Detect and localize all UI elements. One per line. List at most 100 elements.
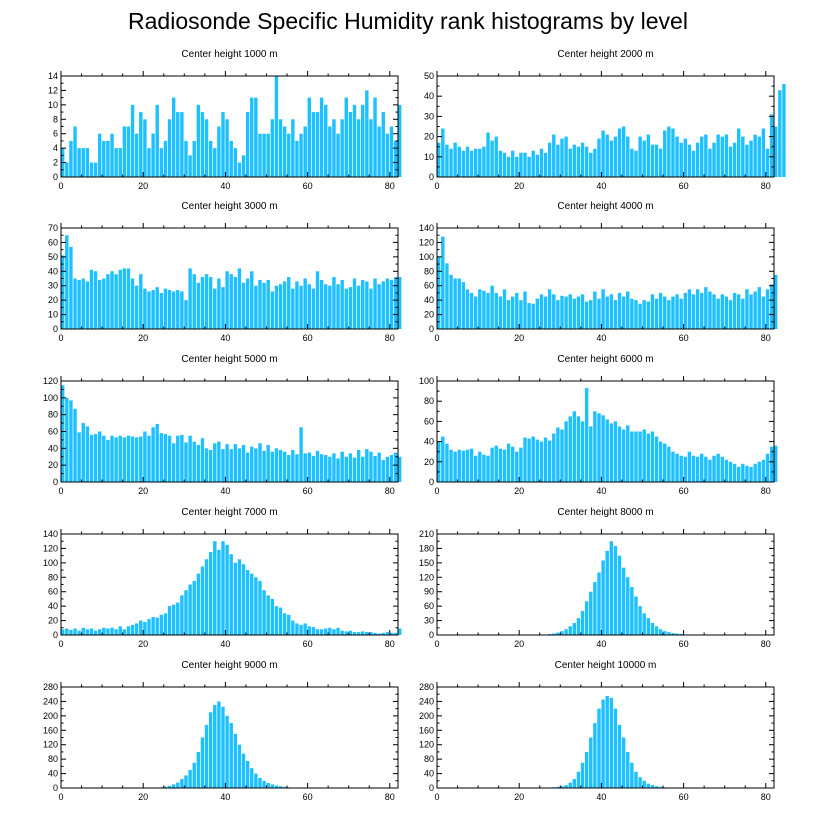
histogram-bar <box>580 294 585 329</box>
histogram-bar <box>93 434 98 482</box>
histogram-bar <box>106 140 110 177</box>
panel-title: Center height 4000 m <box>557 201 653 212</box>
histogram-bar <box>213 541 217 635</box>
histogram-bar <box>720 136 724 177</box>
histogram-bar <box>130 436 135 482</box>
histogram-bar <box>745 465 749 482</box>
histogram-bar <box>502 289 507 329</box>
histogram-bar <box>593 411 597 482</box>
x-tick-label: 0 <box>58 792 63 802</box>
histogram-bar <box>258 443 262 482</box>
histogram-bar <box>77 432 81 482</box>
histogram-bar <box>646 134 651 177</box>
histogram-bar <box>258 777 262 788</box>
histogram-bar <box>398 628 402 635</box>
histogram-bar <box>163 140 168 177</box>
y-tick-label: 30 <box>48 281 58 291</box>
histogram-bar <box>299 285 303 329</box>
histogram-bar <box>200 438 205 482</box>
histogram-bar <box>769 284 774 329</box>
histogram-bar <box>650 785 655 788</box>
histogram-bar <box>646 783 651 788</box>
x-tick-label: 80 <box>385 639 395 649</box>
y-tick-label: 60 <box>48 427 58 437</box>
x-tick-label: 0 <box>58 639 63 649</box>
histogram-bar <box>217 701 221 788</box>
histogram-bar <box>453 278 457 329</box>
histogram-bar <box>204 274 209 329</box>
histogram-bar <box>328 456 332 482</box>
histogram-bar <box>728 461 733 482</box>
histogram-bar <box>139 620 143 635</box>
histogram-bar <box>184 775 188 789</box>
histogram-bar <box>568 294 572 329</box>
histogram-bar <box>560 138 564 177</box>
histogram-bar <box>344 97 348 177</box>
histogram-bar <box>663 631 667 635</box>
histogram-bar <box>110 271 114 329</box>
histogram-bar <box>663 443 667 482</box>
y-tick-label: 80 <box>424 266 434 276</box>
histogram-bar <box>385 632 390 635</box>
histogram-bar <box>642 613 646 635</box>
histogram-bar <box>658 292 663 329</box>
histogram-bar <box>445 144 449 177</box>
histogram-bar <box>580 421 585 482</box>
histogram-bar <box>69 140 73 177</box>
histogram-bar <box>605 296 609 329</box>
histogram-bar <box>188 584 192 635</box>
histogram-bar <box>188 268 192 329</box>
histogram-bar <box>630 298 634 329</box>
histogram-bar <box>299 624 303 635</box>
histogram-bar <box>515 451 519 482</box>
histogram-bar <box>519 300 523 329</box>
histogram-bar <box>97 133 102 177</box>
histogram-bar <box>457 278 461 329</box>
histogram-bar <box>237 448 242 482</box>
histogram-bar <box>778 90 782 177</box>
histogram-bar <box>502 449 507 482</box>
histogram-bar <box>749 466 753 482</box>
histogram-bar <box>295 623 299 635</box>
histogram-bar <box>151 616 155 635</box>
histogram-bar <box>192 441 196 482</box>
histogram-bar <box>753 134 757 177</box>
histogram-bar <box>126 626 131 635</box>
histogram-bar <box>340 451 344 482</box>
histogram-bar <box>572 298 577 329</box>
histogram-bar <box>393 452 398 482</box>
panel-title: Center height 9000 m <box>181 660 277 671</box>
histogram-bar <box>667 126 671 177</box>
histogram-bar <box>196 282 201 329</box>
histogram-bar <box>437 142 441 177</box>
histogram-bar <box>336 458 340 482</box>
histogram-bar <box>506 443 511 482</box>
histogram-bar <box>130 624 135 635</box>
histogram-bar <box>502 152 507 177</box>
histogram-bar <box>352 457 357 482</box>
histogram-bar <box>61 385 65 482</box>
histogram-bar <box>159 148 164 177</box>
histogram-bar <box>584 301 589 329</box>
x-tick-label: 80 <box>761 792 771 802</box>
histogram-bar <box>241 155 246 177</box>
x-tick-label: 60 <box>303 792 313 802</box>
histogram-bar <box>126 126 131 177</box>
y-tick-label: 40 <box>424 437 434 447</box>
histogram-bar <box>176 782 180 788</box>
x-tick-label: 0 <box>58 486 63 496</box>
histogram-bar <box>724 134 729 177</box>
histogram-bar <box>196 104 201 177</box>
histogram-bar <box>527 156 531 177</box>
y-tick-label: 0 <box>53 783 58 793</box>
histogram-bar <box>556 427 560 482</box>
histogram-bar <box>621 567 626 635</box>
histogram-bar <box>134 285 139 329</box>
y-tick-label: 80 <box>424 396 434 406</box>
histogram-bar <box>274 285 279 329</box>
histogram-bar <box>691 150 696 177</box>
histogram-bar <box>114 437 118 482</box>
histogram-bar <box>147 148 151 177</box>
histogram-bar <box>716 453 720 482</box>
x-tick-label: 80 <box>761 639 771 649</box>
